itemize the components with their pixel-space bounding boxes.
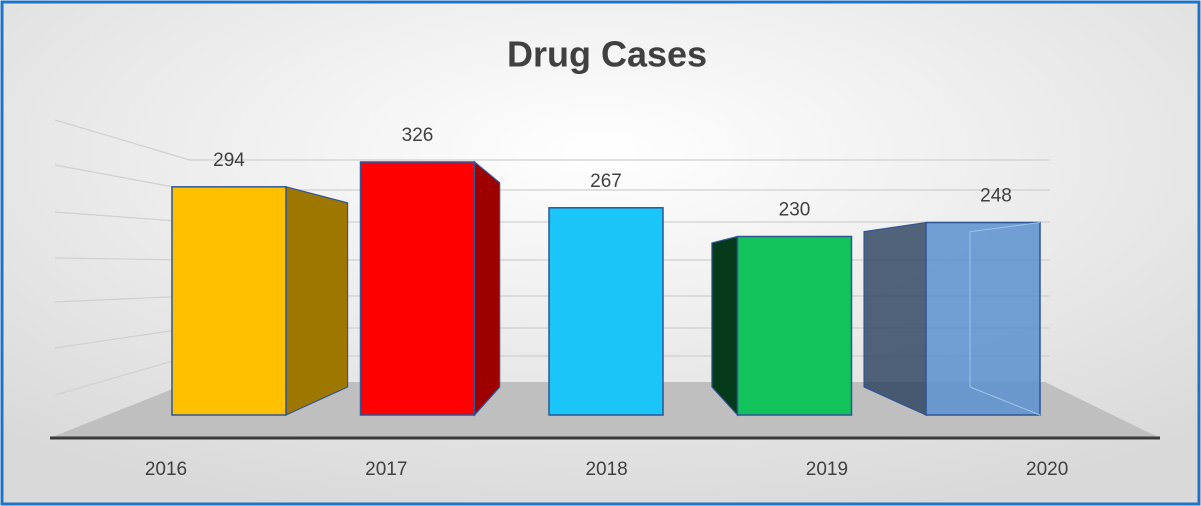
bar xyxy=(925,221,1041,416)
data-label: 248 xyxy=(980,186,1012,207)
x-tick-label: 2017 xyxy=(365,459,407,480)
bar xyxy=(171,186,287,416)
bar-side xyxy=(473,160,501,417)
data-label: 230 xyxy=(779,200,811,221)
bar-edge xyxy=(969,222,1041,233)
bar-side xyxy=(711,235,739,417)
data-label: 294 xyxy=(213,150,245,171)
bar xyxy=(359,161,476,416)
x-tick-label: 2019 xyxy=(806,459,848,480)
data-label: 267 xyxy=(590,171,622,192)
x-tick-label: 2016 xyxy=(145,459,187,480)
bar xyxy=(736,235,853,416)
data-label: 326 xyxy=(402,125,434,146)
bar-side xyxy=(863,221,927,416)
chart-title: Drug Cases xyxy=(507,34,707,75)
bar-side xyxy=(285,186,349,416)
x-tick-label: 2020 xyxy=(1026,459,1068,480)
x-tick-label: 2018 xyxy=(585,459,627,480)
bar xyxy=(548,207,664,416)
bar-edge xyxy=(969,386,1041,416)
